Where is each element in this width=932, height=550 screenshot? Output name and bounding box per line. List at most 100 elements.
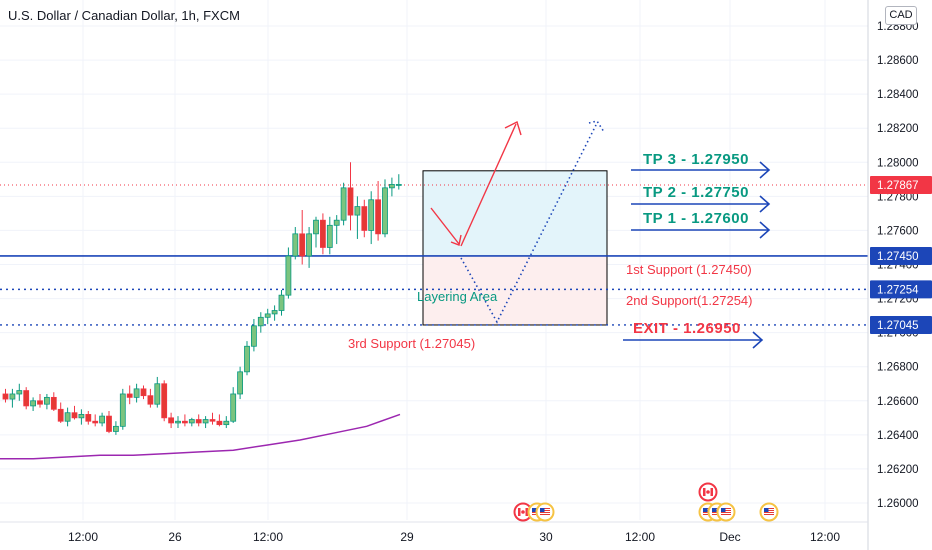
tp3-arrow	[631, 161, 771, 179]
candle	[388, 177, 395, 197]
candle-body	[113, 425, 119, 432]
candle	[264, 308, 271, 325]
candle-body	[147, 395, 154, 405]
candle	[168, 412, 175, 429]
time-tick-label: 29	[400, 530, 414, 544]
price-tag-bg	[870, 246, 932, 265]
usd-event-icon	[716, 502, 736, 522]
candle-body	[195, 419, 202, 424]
candle	[85, 411, 92, 425]
candle-body	[85, 414, 92, 422]
candle	[257, 312, 264, 333]
second-support-label: 2nd Support(1.27254)	[626, 293, 753, 308]
candle	[292, 227, 299, 260]
candle	[368, 191, 375, 245]
candle	[57, 402, 64, 423]
candle-body	[271, 310, 278, 315]
price-tick-label: 1.26000	[877, 498, 919, 510]
flag-stripe	[764, 508, 774, 509]
candle	[181, 414, 188, 427]
price-tick-label: 1.28600	[877, 55, 919, 67]
candle-body	[375, 199, 382, 235]
candle-body	[292, 233, 299, 257]
candle	[64, 407, 71, 427]
flag-canton	[540, 508, 545, 512]
candle	[285, 247, 292, 299]
candle	[106, 411, 112, 434]
third-support-tag: 1.27045	[870, 315, 932, 334]
candle	[202, 416, 209, 429]
second-support-tag: 1.27254	[870, 280, 932, 299]
candle	[30, 397, 37, 412]
time-tick-label: 26	[168, 530, 182, 544]
candle-body	[64, 412, 71, 422]
tp2-arrow	[631, 195, 771, 213]
candle	[147, 388, 154, 408]
candle	[119, 388, 126, 430]
red-arrow-up	[460, 123, 517, 247]
candle-body	[230, 393, 237, 422]
flag-stripe	[540, 508, 550, 509]
maple-leaf	[521, 510, 525, 514]
candle-body	[9, 393, 16, 400]
time-tick-label: 12:00	[253, 530, 283, 544]
candle	[250, 319, 257, 352]
usd-event-icon	[759, 502, 779, 522]
candle	[271, 305, 278, 321]
candle	[37, 393, 43, 408]
candle-body	[2, 393, 9, 400]
candle-body	[71, 412, 78, 419]
exit-label: EXIT - 1.26950	[633, 320, 741, 337]
flag-canton	[712, 508, 717, 512]
candle-body	[202, 419, 209, 424]
candle-body	[223, 420, 230, 426]
candle	[16, 383, 23, 401]
price-tag-bg	[870, 280, 932, 299]
candle	[126, 385, 133, 405]
candle	[354, 196, 361, 239]
candle	[9, 388, 16, 408]
candle	[395, 174, 402, 190]
candle	[195, 414, 202, 427]
tp3-label: TP 3 - 1.27950	[643, 151, 749, 168]
flag-band	[710, 488, 713, 496]
price-tag-text: 1.27254	[877, 284, 919, 296]
candle-body	[257, 316, 264, 327]
currency-badge[interactable]: CAD	[885, 6, 917, 25]
flag-stripe	[712, 508, 722, 509]
candle-body	[382, 187, 388, 235]
flag-stripe	[764, 510, 774, 511]
cad-event-icon	[513, 502, 533, 522]
time-tick-label: 12:00	[68, 530, 98, 544]
candle	[92, 414, 99, 427]
candle	[113, 421, 119, 435]
candle-body	[395, 184, 402, 186]
usd-event-icon	[535, 502, 555, 522]
candle-body	[57, 408, 64, 422]
candle-body	[50, 396, 57, 410]
candle	[237, 366, 244, 400]
flag-canton	[532, 508, 537, 512]
cad-event-icon	[698, 482, 718, 502]
economic-events	[513, 482, 779, 522]
chart-grid	[0, 0, 868, 520]
price-tag-text: 1.27450	[877, 251, 919, 263]
candle-body	[133, 388, 140, 398]
flag-stripe	[540, 512, 550, 513]
candle-body	[347, 187, 354, 216]
moving-average-line	[0, 413, 401, 460]
candle-body	[175, 420, 181, 424]
candle-body	[326, 224, 333, 248]
time-tick-label: 30	[539, 530, 553, 544]
flag-stripe	[721, 512, 731, 513]
candle	[209, 412, 216, 425]
support-levels	[0, 161, 868, 349]
candle-body	[319, 219, 326, 248]
arrow-head	[752, 331, 764, 349]
candle	[188, 417, 195, 427]
candle	[244, 341, 250, 376]
candle	[299, 209, 306, 265]
candle	[230, 387, 237, 423]
candle	[313, 216, 319, 248]
